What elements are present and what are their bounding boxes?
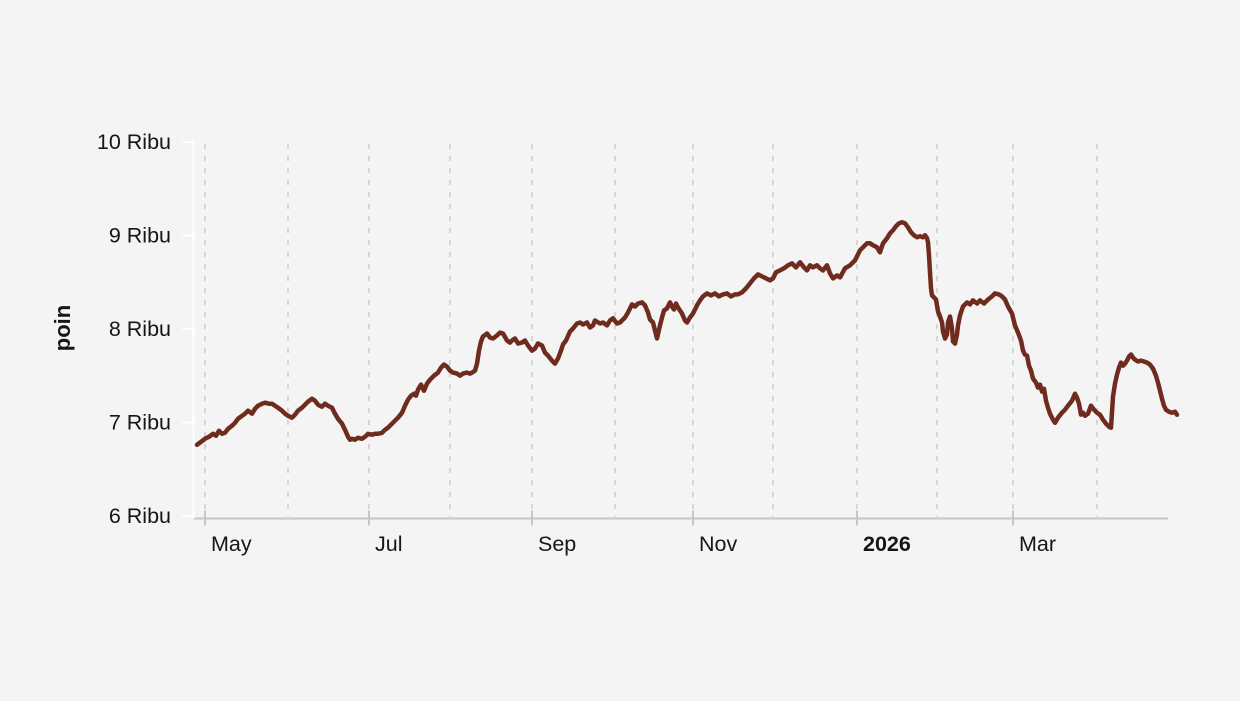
x-axis-label: 2026 (863, 532, 911, 556)
y-axis-label: 6 Ribu (109, 504, 171, 528)
y-axis-label: 10 Ribu (97, 130, 171, 154)
x-axis-label: Jul (375, 532, 402, 556)
x-axis-label: May (211, 532, 252, 556)
x-axis-label: Mar (1019, 532, 1056, 556)
y-axis-title: poin (50, 305, 75, 351)
y-axis-label: 8 Ribu (109, 317, 171, 341)
x-axis-label: Nov (699, 532, 737, 556)
x-axis-label: Sep (538, 532, 576, 556)
y-axis-label: 9 Ribu (109, 224, 171, 248)
price-line (194, 219, 1180, 448)
y-axis-label: 7 Ribu (109, 411, 171, 435)
